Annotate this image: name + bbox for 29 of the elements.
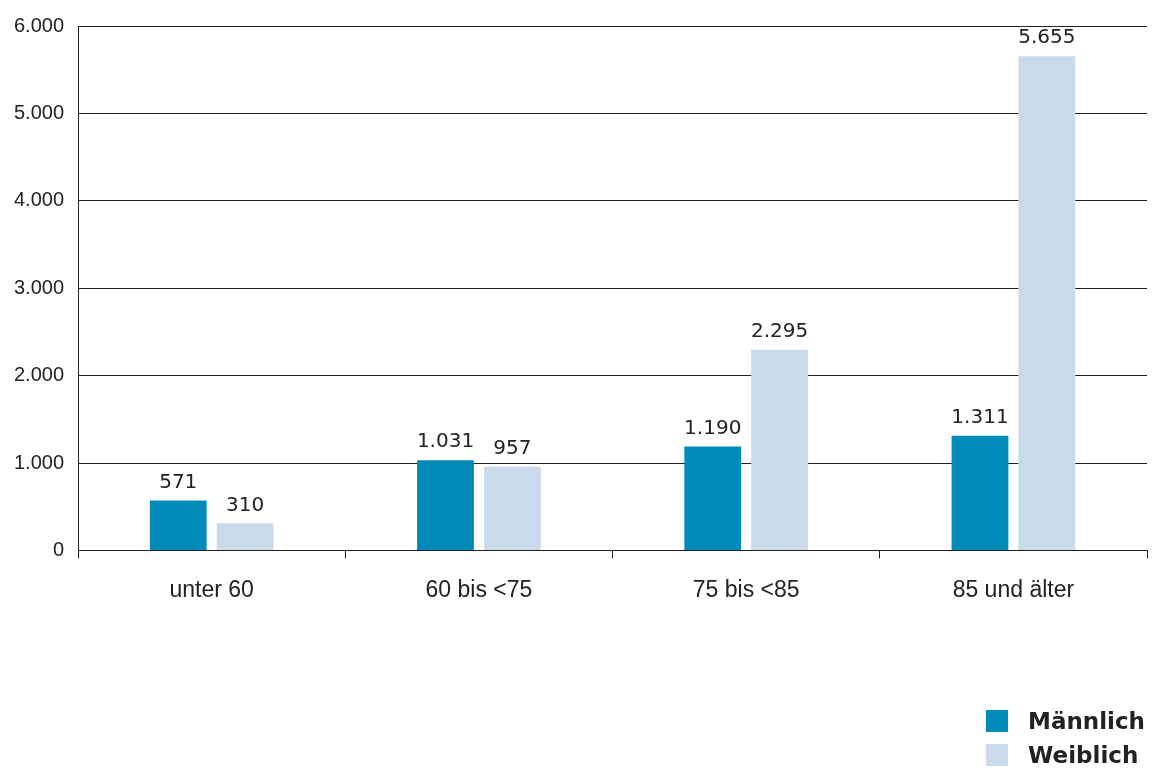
legend-label: Männlich	[1028, 708, 1145, 734]
y-tick-label: 4.000	[13, 188, 65, 211]
data-label: 1.311	[951, 404, 1009, 429]
x-tick-label: 60 bis <75	[425, 575, 533, 602]
y-tick-label: 6.000	[13, 13, 65, 36]
data-label: 957	[493, 434, 532, 459]
x-tick-label: 75 bis <85	[692, 575, 800, 602]
data-label: 571	[159, 468, 198, 493]
bar	[216, 523, 274, 550]
y-tick-label: 5.000	[13, 100, 65, 123]
y-tick-label: 2.000	[13, 363, 65, 386]
data-label: 5.655	[1018, 24, 1076, 49]
bar	[149, 500, 207, 550]
bar	[684, 446, 742, 550]
data-label: 310	[225, 491, 265, 516]
data-label: 1.190	[684, 414, 742, 439]
x-tick-label: unter 60	[169, 575, 254, 602]
data-label: 1.031	[416, 428, 475, 453]
bar	[951, 435, 1009, 550]
y-tick-label: 3.000	[13, 275, 65, 298]
data-label: 2.295	[750, 318, 809, 343]
bar	[483, 466, 541, 550]
bar	[417, 460, 474, 550]
y-tick-label: 1.000	[13, 450, 65, 473]
x-tick-label: 85 und älter	[952, 575, 1075, 602]
legend-label: Weiblich	[1028, 742, 1139, 768]
bar	[751, 349, 808, 550]
y-tick-label: 0	[52, 537, 65, 560]
bar	[1018, 56, 1076, 550]
